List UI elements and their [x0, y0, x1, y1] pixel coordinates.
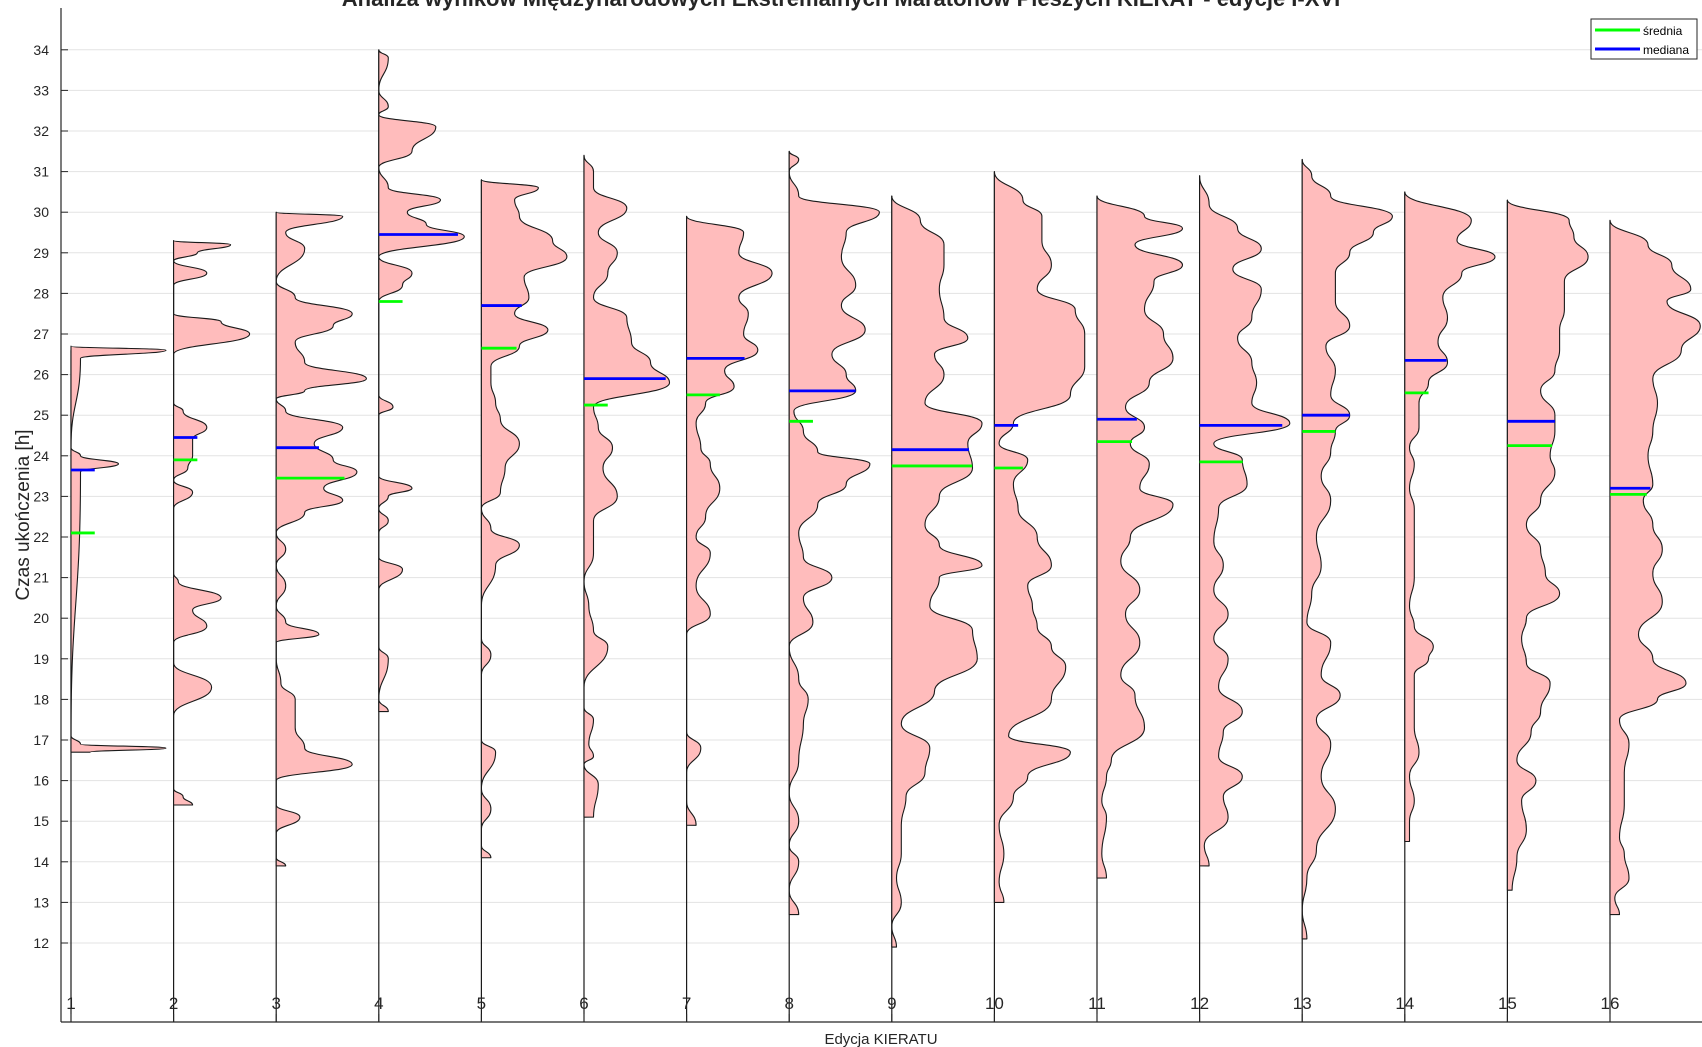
x-tick-label: 9 — [887, 994, 896, 1013]
y-tick-label: 21 — [33, 570, 49, 586]
violin-shape — [1302, 159, 1392, 939]
axes-layer — [61, 8, 1702, 1022]
violin-shape — [1200, 176, 1290, 866]
y-tick-label: 18 — [33, 691, 49, 707]
y-tick-label: 32 — [33, 123, 49, 139]
legend: średnia mediana — [1591, 19, 1697, 59]
x-tick-label: 2 — [169, 994, 178, 1013]
x-tick-label: 15 — [1498, 994, 1517, 1013]
x-tick-label: 16 — [1601, 994, 1620, 1013]
y-tick-label: 33 — [33, 82, 49, 98]
x-tick-label: 10 — [985, 994, 1004, 1013]
x-tick-label: 6 — [579, 994, 588, 1013]
y-tick-label: 16 — [33, 773, 49, 789]
x-tick-label: 13 — [1293, 994, 1312, 1013]
y-tick-label: 15 — [33, 813, 49, 829]
x-axis-label: Edycja KIERATU — [824, 1031, 937, 1047]
violin-shape — [1610, 220, 1700, 914]
violin-shape — [71, 346, 166, 752]
x-tick-label: 7 — [682, 994, 691, 1013]
violin-shape — [379, 50, 465, 712]
y-tick-label: 24 — [33, 448, 49, 464]
violin-shape — [174, 241, 250, 805]
y-tick-label: 29 — [33, 245, 49, 261]
y-tick-label: 26 — [33, 367, 49, 383]
x-tick-label: 12 — [1190, 994, 1209, 1013]
x-tick-label: 1 — [66, 994, 75, 1013]
x-tick-label: 14 — [1395, 994, 1414, 1013]
y-tick-label: 34 — [33, 42, 49, 58]
y-tick-label: 12 — [33, 935, 49, 951]
violin-shape — [892, 196, 982, 947]
y-tick-label: 30 — [33, 204, 49, 220]
y-tick-label: 27 — [33, 326, 49, 342]
x-tick-label: 11 — [1088, 994, 1106, 1013]
y-tick-label: 25 — [33, 407, 49, 423]
violin-shape — [584, 155, 670, 817]
x-tick-label: 4 — [374, 994, 383, 1013]
violin-shape — [276, 212, 366, 866]
violin-shape — [687, 216, 773, 825]
violin-shape — [481, 180, 567, 858]
chart-title: Analiza wyników Międzynarodowych Ekstrem… — [342, 0, 1340, 11]
y-tick-label: 20 — [33, 610, 49, 626]
violin-layer — [71, 50, 1700, 1022]
y-tick-label: 31 — [33, 164, 49, 180]
tick-layer: 1213141516171819202122232425262728293031… — [33, 42, 1619, 1022]
y-tick-label: 22 — [33, 529, 49, 545]
y-tick-label: 13 — [33, 894, 49, 910]
y-tick-label: 23 — [33, 488, 49, 504]
violin-shape — [789, 151, 879, 914]
y-tick-label: 28 — [33, 285, 49, 301]
violin-shape — [1507, 200, 1588, 890]
legend-mean-label: średnia — [1643, 24, 1683, 38]
y-axis-label: Czas ukończenia [h] — [13, 429, 34, 600]
x-tick-label: 5 — [477, 994, 486, 1013]
x-tick-label: 8 — [784, 994, 793, 1013]
y-tick-label: 14 — [33, 854, 49, 870]
y-tick-label: 19 — [33, 651, 49, 667]
legend-median-label: mediana — [1643, 43, 1689, 57]
y-tick-label: 17 — [33, 732, 49, 748]
violin-shape — [1405, 192, 1495, 842]
x-tick-label: 3 — [271, 994, 280, 1013]
